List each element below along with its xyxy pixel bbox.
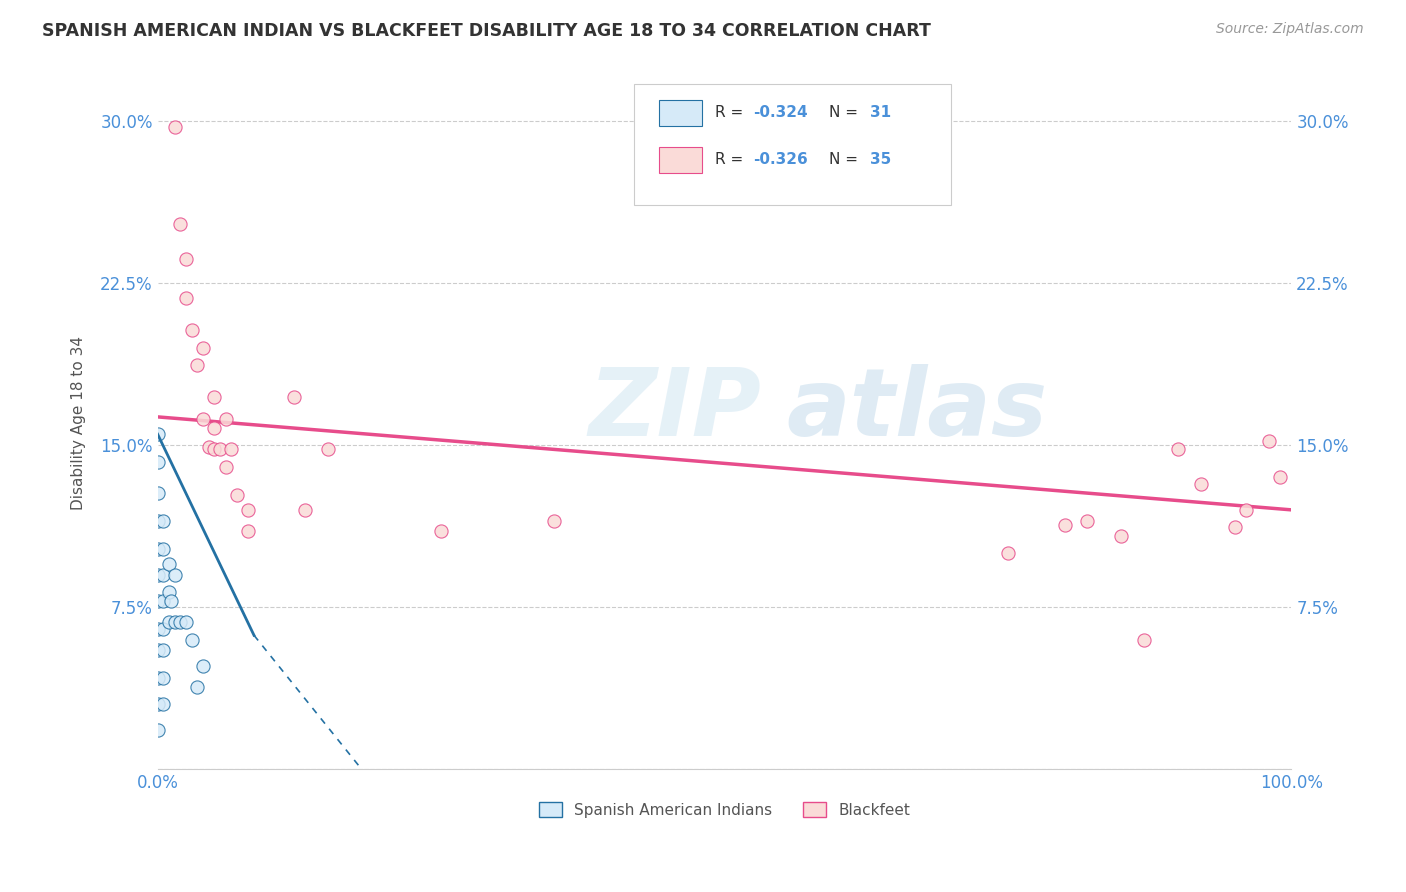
Point: [146, 723, 169, 738]
Point: [202, 420, 225, 434]
Text: 31: 31: [869, 104, 891, 120]
Text: R =: R =: [716, 152, 748, 167]
Point: [294, 503, 316, 517]
Point: [1234, 503, 1257, 517]
Text: Source: ZipAtlas.com: Source: ZipAtlas.com: [1216, 22, 1364, 37]
Point: [180, 323, 202, 337]
Point: [146, 622, 169, 636]
Text: N =: N =: [828, 152, 863, 167]
Point: [191, 341, 214, 355]
Text: -0.326: -0.326: [752, 152, 807, 167]
Point: [152, 643, 174, 657]
Point: [152, 622, 174, 636]
Point: [283, 391, 305, 405]
Text: R =: R =: [716, 104, 748, 120]
Point: [202, 391, 225, 405]
Point: [146, 455, 169, 469]
Point: [152, 514, 174, 528]
Point: [146, 593, 169, 607]
Point: [163, 615, 186, 630]
Point: [1167, 442, 1189, 457]
FancyBboxPatch shape: [634, 85, 952, 205]
Text: N =: N =: [828, 104, 863, 120]
Legend: Spanish American Indians, Blackfeet: Spanish American Indians, Blackfeet: [533, 796, 915, 824]
Point: [191, 412, 214, 426]
Point: [174, 252, 197, 266]
Point: [1268, 470, 1291, 484]
Point: [186, 358, 208, 372]
Point: [157, 615, 180, 630]
Point: [1223, 520, 1246, 534]
Point: [163, 567, 186, 582]
Point: [221, 442, 243, 457]
Point: [157, 557, 180, 571]
Point: [157, 585, 180, 599]
Text: SPANISH AMERICAN INDIAN VS BLACKFEET DISABILITY AGE 18 TO 34 CORRELATION CHART: SPANISH AMERICAN INDIAN VS BLACKFEET DIS…: [42, 22, 931, 40]
Point: [174, 291, 197, 305]
Point: [1189, 476, 1212, 491]
Text: ZIP: ZIP: [589, 364, 761, 456]
Point: [152, 672, 174, 686]
Point: [997, 546, 1019, 560]
Point: [152, 698, 174, 712]
Point: [430, 524, 453, 539]
Point: [1133, 632, 1156, 647]
Point: [146, 541, 169, 556]
Y-axis label: Disability Age 18 to 34: Disability Age 18 to 34: [72, 336, 86, 510]
Point: [197, 440, 219, 454]
Point: [208, 442, 231, 457]
Point: [214, 459, 236, 474]
Point: [146, 698, 169, 712]
Text: -0.324: -0.324: [752, 104, 807, 120]
Point: [169, 615, 191, 630]
Point: [152, 567, 174, 582]
Point: [146, 514, 169, 528]
Point: [226, 488, 249, 502]
Bar: [659, 146, 702, 173]
Point: [316, 442, 339, 457]
Point: [163, 120, 186, 135]
Point: [1109, 529, 1132, 543]
Point: [146, 567, 169, 582]
Point: [543, 514, 565, 528]
Point: [186, 680, 208, 694]
Point: [191, 658, 214, 673]
Point: [160, 593, 183, 607]
Point: [174, 615, 197, 630]
Point: [146, 672, 169, 686]
Point: [146, 643, 169, 657]
Text: 35: 35: [869, 152, 891, 167]
Point: [1257, 434, 1279, 448]
Point: [169, 218, 191, 232]
Point: [214, 412, 236, 426]
Point: [238, 524, 260, 539]
Point: [146, 485, 169, 500]
Point: [238, 503, 260, 517]
Point: [1076, 514, 1098, 528]
Point: [152, 593, 174, 607]
Point: [1053, 518, 1076, 533]
Point: [152, 541, 174, 556]
Point: [202, 442, 225, 457]
Point: [180, 632, 202, 647]
Point: [146, 427, 169, 442]
Text: atlas: atlas: [787, 364, 1047, 456]
Bar: [659, 100, 702, 126]
